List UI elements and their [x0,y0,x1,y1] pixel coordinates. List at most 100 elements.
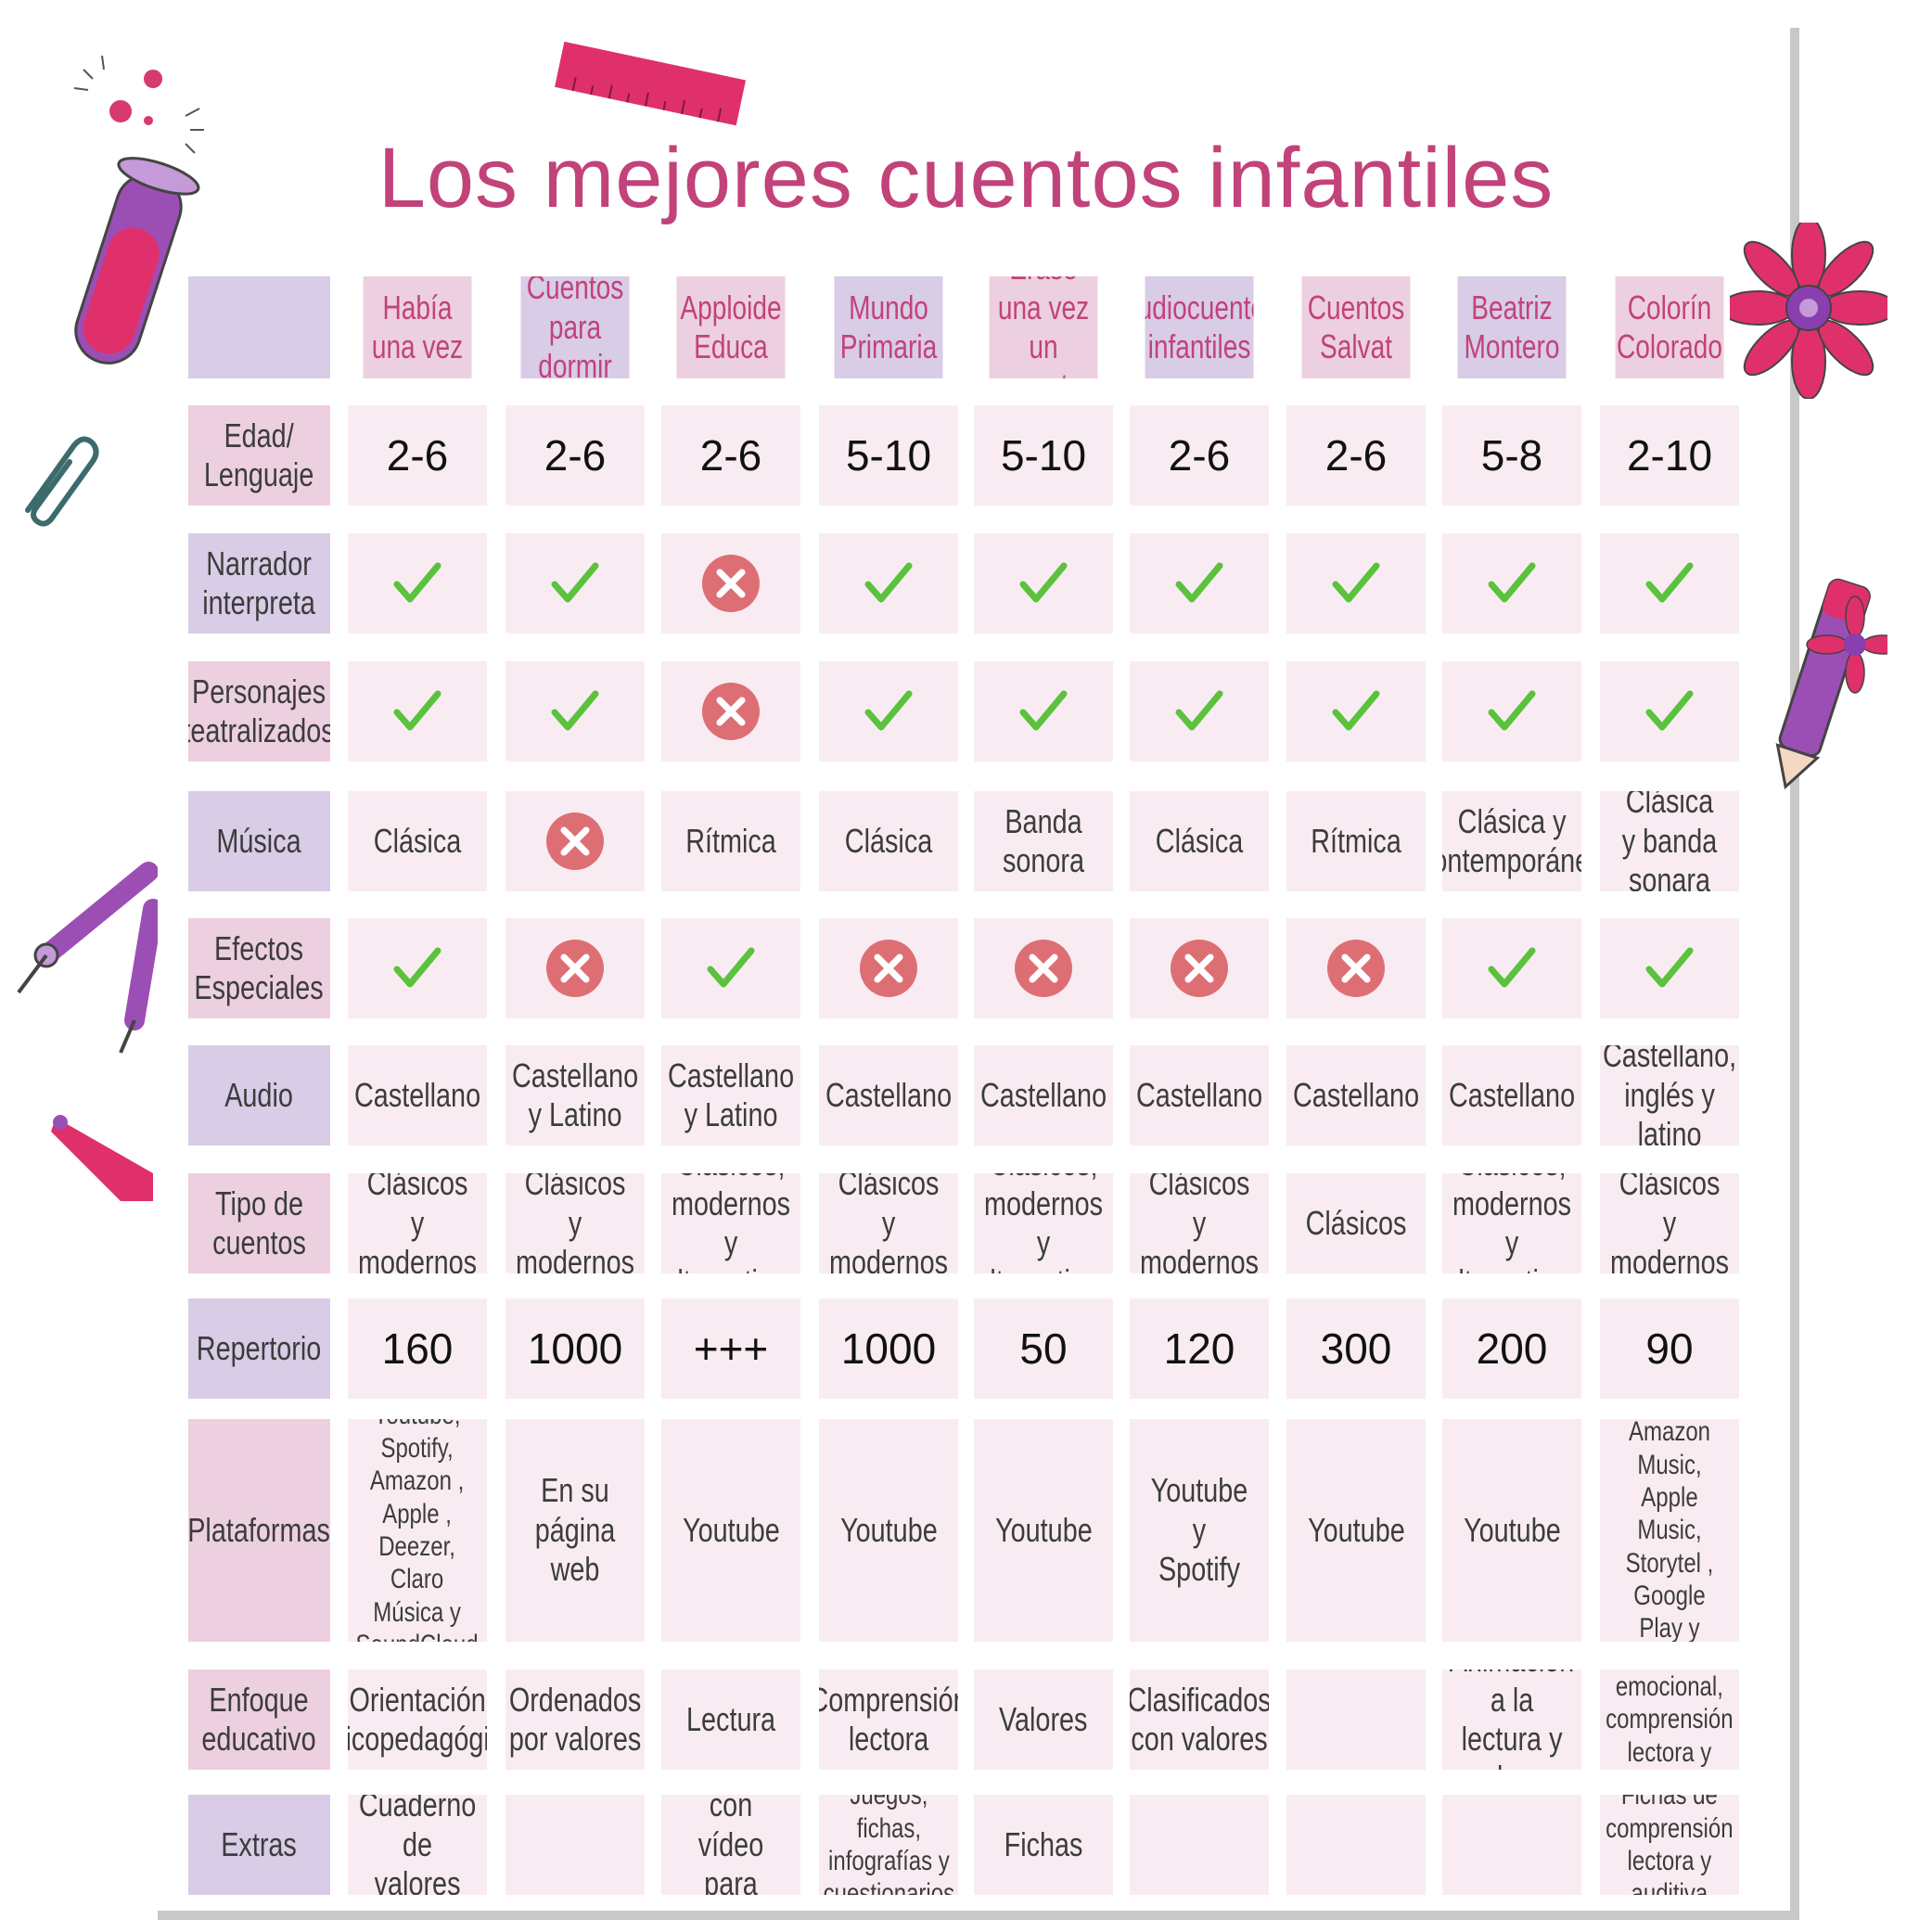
cell-tipo-de-cuentos-audiocuentos-infantiles: Clásicos y modernos [1130,1173,1269,1273]
check-icon [393,562,441,603]
column-header-label: Audiocuentos infantiles [1145,288,1254,365]
cell-extras-erase-una-vez-un-cuento: Fichas [974,1795,1113,1895]
column-header-label: Apploide Educa [680,288,782,365]
cell-repertorio-erase-una-vez-un-cuento: 50 [974,1299,1113,1399]
paperclip-icon [25,436,99,527]
cross-icon [702,555,760,612]
cell-extras-audiocuentos-infantiles [1130,1795,1269,1895]
cross-icon [1171,940,1228,997]
cell-edad-lenguaje-erase-una-vez-un-cuento: 5-10 [974,405,1113,505]
cell-plataformas-apploide-educa: Youtube [661,1419,800,1642]
cell-edad-lenguaje-beatriz-montero: 5-8 [1442,405,1581,505]
row-label-narrador-interpreta: Narrador interpreta [188,533,330,633]
cell-value: Rítmica [685,821,776,860]
column-header-label: Beatriz Montero [1464,288,1560,365]
cell-audio-cuentos-salvat: Castellano [1286,1045,1426,1145]
cell-value: Youtube y Spotify [1150,1471,1248,1589]
check-icon [1488,690,1536,731]
cell-repertorio-colorin-colorado: 90 [1600,1299,1739,1399]
cell-extras-colorin-colorado: Fichas de comprensión lectora y auditiva [1600,1795,1739,1895]
check-icon [1019,690,1068,731]
cell-value: 5-10 [845,430,932,480]
cell-value: 1000 [527,1324,623,1373]
cell-personajes-teatralizados-audiocuentos-infantiles [1130,661,1269,761]
cell-musica-audiocuentos-infantiles: Clásica [1130,791,1269,891]
cell-audio-cuentos-para-dormir: Castellano y Latino [505,1045,645,1145]
check-icon [1175,562,1223,603]
cell-enfoque-educativo-habia-una-vez: Orientación psicopedagógica [348,1670,487,1770]
row-label-text: Efectos Especiales [194,928,325,1006]
cell-value: 2-6 [386,430,449,480]
check-icon [1332,690,1380,731]
column-header-audiocuentos-infantiles: Audiocuentos infantiles [1145,276,1254,378]
cell-tipo-de-cuentos-erase-una-vez-un-cuento: Clásicos, modernos y alternativos [974,1173,1113,1273]
cell-value: Clásica [844,821,933,860]
cell-value: Comprensión lectora [819,1680,958,1758]
cell-value: Castellano, inglés y latino [1602,1045,1737,1145]
cell-tipo-de-cuentos-colorin-colorado: Clásicos y modernos [1600,1173,1739,1273]
cell-enfoque-educativo-cuentos-salvat [1286,1670,1426,1770]
cell-enfoque-educativo-apploide-educa: Lectura [661,1670,800,1770]
check-icon [707,947,755,988]
cell-plataformas-mundo-primaria: Youtube [819,1419,958,1642]
cell-efectos-especiales-mundo-primaria [819,918,958,1018]
cell-value: 300 [1320,1324,1392,1373]
check-icon [551,690,599,731]
column-header-colorin-colorado: Colorín Colorado [1615,276,1724,378]
row-label-text: Plataformas [188,1510,330,1549]
header-corner [188,276,330,378]
row-label-text: Tipo de cuentos [212,1184,306,1261]
cell-value: Clásicos, modernos y alternativos [975,1173,1111,1273]
cell-value: +++ [693,1324,769,1373]
column-header-label: Colorín Colorado [1617,288,1722,365]
cell-musica-mundo-primaria: Clásica [819,791,958,891]
cell-musica-beatriz-montero: Clásica y contemporánea [1442,791,1581,891]
check-icon [864,562,913,603]
cell-audio-colorin-colorado: Castellano, inglés y latino [1600,1045,1739,1145]
cell-value: Animación a la lectura y valores [1450,1670,1574,1770]
cell-musica-colorin-colorado: Clásica y banda sonara [1600,791,1739,891]
row-label-efectos-especiales: Efectos Especiales [188,918,330,1018]
cell-value: Clásicos [1305,1203,1407,1242]
cell-value: Castellano [1292,1075,1420,1114]
row-label-text: Repertorio [197,1328,322,1367]
cell-tipo-de-cuentos-apploide-educa: Clásicos, modernos y alternativos [661,1173,800,1273]
cell-value: 50 [1019,1324,1068,1373]
cell-value: 160 [381,1324,454,1373]
check-icon [1645,690,1694,731]
cell-value: Youtube, Spotify, Amazon , Apple , Deeze… [356,1419,479,1642]
cell-value: Castellano [825,1075,953,1114]
row-label-plataformas: Plataformas [188,1419,330,1642]
cell-narrador-interpreta-habia-una-vez [348,533,487,633]
cell-value: Clásicos, modernos y alternativos [1443,1173,1580,1273]
check-icon [864,690,913,731]
cell-plataformas-colorin-colorado: Spotify, Amazon Music, Apple Music, Stor… [1600,1419,1739,1642]
cell-enfoque-educativo-mundo-primaria: Comprensión lectora [819,1670,958,1770]
cell-enfoque-educativo-erase-una-vez-un-cuento: Valores [974,1670,1113,1770]
column-header-label: Mundo Primaria [839,288,938,365]
row-label-musica: Música [188,791,330,891]
cell-narrador-interpreta-cuentos-salvat [1286,533,1426,633]
cell-value: Clásicos y modernos [357,1173,478,1273]
cell-narrador-interpreta-mundo-primaria [819,533,958,633]
cell-value: Castellano [353,1075,481,1114]
row-label-audio: Audio [188,1045,330,1145]
cross-icon [702,683,760,740]
row-label-text: Personajes teatralizados [188,672,330,749]
cell-repertorio-mundo-primaria: 1000 [819,1299,958,1399]
row-label-extras: Extras [188,1795,330,1895]
cell-repertorio-cuentos-salvat: 300 [1286,1299,1426,1399]
cell-personajes-teatralizados-erase-una-vez-un-cuento [974,661,1113,761]
cell-value: En su página web [534,1471,616,1589]
check-icon [1645,562,1694,603]
cell-value: Rítmica [1311,821,1401,860]
row-label-personajes-teatralizados: Personajes teatralizados [188,661,330,761]
compass-icon [17,862,158,1054]
column-header-beatriz-montero: Beatriz Montero [1457,276,1567,378]
cell-value: 2-6 [1168,430,1231,480]
check-icon [393,690,441,731]
column-header-erase-una-vez-un-cuento: Érase una vez un cuento [989,276,1098,378]
row-label-tipo-de-cuentos: Tipo de cuentos [188,1173,330,1273]
cell-personajes-teatralizados-habia-una-vez [348,661,487,761]
cell-value: Youtube [1307,1510,1405,1549]
